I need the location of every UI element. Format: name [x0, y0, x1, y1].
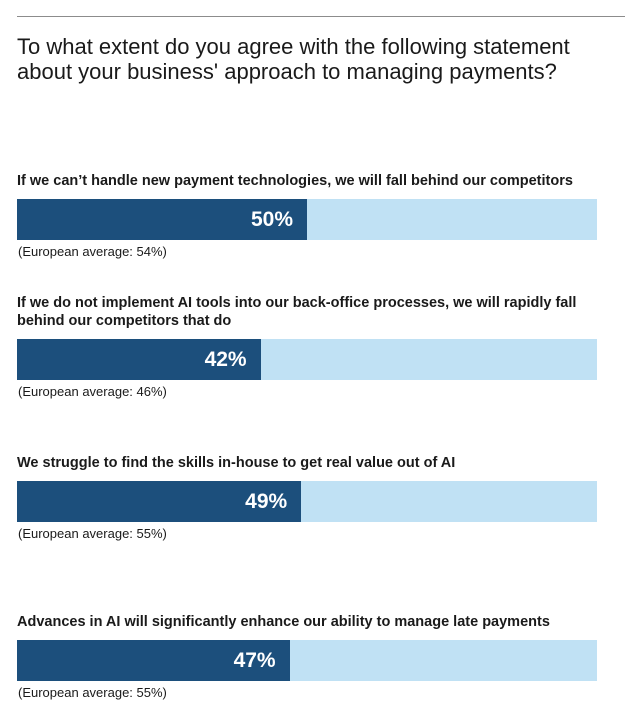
bar-fill-3: 49%	[17, 481, 302, 522]
bar-track-1: 50%	[17, 199, 597, 240]
bar-fill-1: 50%	[17, 199, 307, 240]
bar-track-2: 42%	[17, 339, 597, 380]
european-average-note-1: (European average: 54%)	[18, 244, 167, 259]
statement-label-4: Advances in AI will significantly enhanc…	[17, 614, 550, 630]
statement-label-1: If we can’t handle new payment technolog…	[17, 173, 573, 189]
top-divider	[17, 16, 625, 17]
statement-label-3: We struggle to find the skills in-house …	[17, 455, 456, 471]
survey-item-2: If we do not implement AI tools into our…	[17, 295, 597, 399]
bar-fill-2: 42%	[17, 339, 261, 380]
survey-item-4: Advances in AI will significantly enhanc…	[17, 614, 597, 700]
european-average-note-2: (European average: 46%)	[18, 384, 167, 399]
european-average-note-4: (European average: 55%)	[18, 685, 167, 700]
bar-value-label-2: 42%	[204, 348, 247, 371]
european-average-note-3: (European average: 55%)	[18, 526, 167, 541]
bar-value-label-1: 50%	[250, 208, 293, 231]
survey-item-3: We struggle to find the skills in-house …	[17, 455, 597, 541]
bar-track-3: 49%	[17, 481, 597, 522]
bar-value-label-3: 49%	[245, 490, 288, 513]
bar-value-label-4: 47%	[233, 649, 276, 672]
bar-track-4: 47%	[17, 640, 597, 681]
chart-title: To what extent do you agree with the fol…	[17, 34, 570, 84]
survey-item-1: If we can’t handle new payment technolog…	[17, 173, 597, 259]
statement-label-2: If we do not implement AI tools into our…	[17, 295, 577, 329]
bar-fill-4: 47%	[17, 640, 290, 681]
